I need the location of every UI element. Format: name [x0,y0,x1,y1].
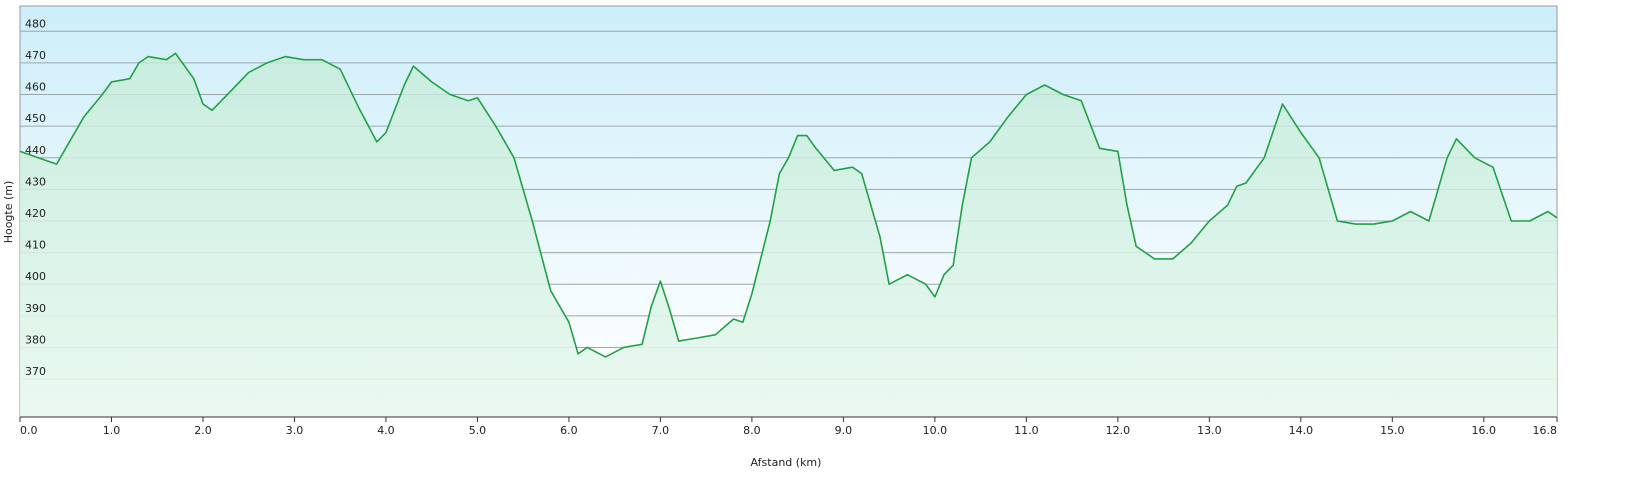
elevation-area [20,53,1557,418]
x-tick-label: 15.0 [1380,424,1405,437]
x-tick-label: 4.0 [377,424,395,437]
y-tick-label: 380 [25,333,46,346]
x-tick-label: 16.0 [1472,424,1497,437]
y-tick-label: 460 [25,81,46,94]
y-tick-label: 390 [25,302,46,315]
y-tick-label: 450 [25,112,46,125]
x-tick-label: 9.0 [835,424,853,437]
x-tick-label: 1.0 [103,424,121,437]
y-tick-label: 420 [25,207,46,220]
y-tick-label: 430 [25,175,46,188]
elevation-line [19,52,1558,358]
y-axis-label: Hoogte (m) [2,181,15,244]
y-tick-label: 440 [25,144,46,157]
x-axis-label: Afstand (km) [751,456,822,469]
x-tick-label: 8.0 [743,424,761,437]
x-tick-label: 13.0 [1197,424,1222,437]
x-tick-label: 12.0 [1106,424,1131,437]
x-tick-label: 2.0 [194,424,212,437]
y-tick-label: 470 [25,49,46,62]
x-tick-label: 16.8 [1533,424,1558,437]
x-tick-label: 5.0 [469,424,487,437]
x-tick-label: 6.0 [560,424,578,437]
y-tick-label: 370 [25,365,46,378]
y-tick-label: 410 [25,239,46,252]
x-tick-label: 3.0 [286,424,304,437]
y-tick-label: 480 [25,17,46,30]
y-tick-label: 400 [25,270,46,283]
x-tick-label: 0.0 [20,424,38,437]
x-tick-label: 7.0 [652,424,670,437]
x-tick-label: 10.0 [923,424,948,437]
x-tick-label: 11.0 [1014,424,1039,437]
x-tick-label: 14.0 [1289,424,1314,437]
